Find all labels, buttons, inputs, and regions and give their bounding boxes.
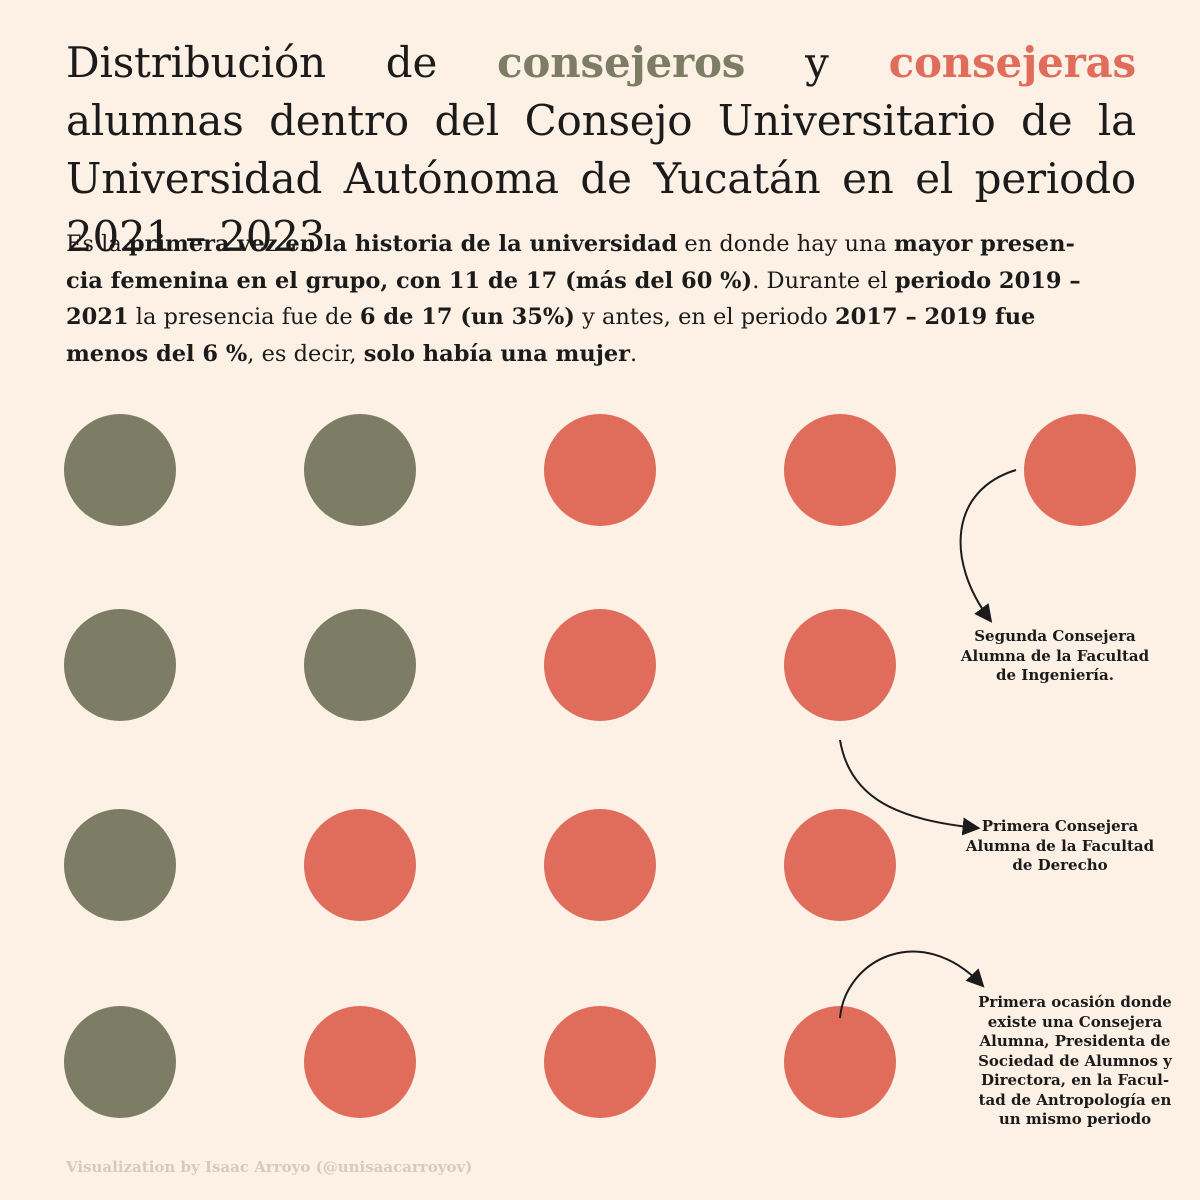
- annotation-arrow-3: [839, 950, 985, 1019]
- intro-bold-5: 2017 – 2019 fue menos del 6 %: [66, 304, 1036, 367]
- consejera-dot: [304, 809, 416, 921]
- consejera-dot: [1024, 414, 1136, 526]
- annotation-note-3: Primera ocasión donde existe una Conseje…: [978, 993, 1172, 1128]
- intro-paragraph: Es la primera vez en la historia de la u…: [66, 226, 1086, 372]
- chart-title: Distribución de consejeros y consejeras …: [66, 34, 1136, 266]
- consejera-dot: [544, 809, 656, 921]
- consejero-dot: [64, 414, 176, 526]
- dots-group: [64, 414, 1136, 1118]
- intro-text-2: en donde hay una: [677, 231, 895, 257]
- intro-text-7: .: [630, 340, 638, 367]
- consejero-dot: [64, 809, 176, 921]
- annotation-arrow-1: [959, 469, 1017, 623]
- consejero-dot: [64, 1006, 176, 1118]
- consejera-dot: [544, 1006, 656, 1118]
- consejera-dot: [304, 1006, 416, 1118]
- consejera-dot: [784, 809, 896, 921]
- consejero-dot: [304, 609, 416, 721]
- title-word-consejeros: consejeros: [497, 38, 746, 87]
- intro-bold-6: solo había una mujer: [363, 340, 631, 367]
- intro-bold-1: primera vez en la historia de la univers…: [128, 231, 678, 257]
- intro-text-3: . Durante el: [752, 267, 895, 294]
- intro-text-1: Es la: [66, 231, 129, 257]
- annotation-note-1: Segunda Consejera Alumna de la Facultad …: [960, 627, 1150, 684]
- title-part-3: alumnas dentro del Consejo Universitario…: [66, 96, 1136, 261]
- intro-text-4: la presencia fue de: [128, 304, 360, 330]
- intro-text-5: y antes, en el periodo: [574, 304, 836, 330]
- consejera-dot: [784, 414, 896, 526]
- annotation-note-2: Primera Consejera Alumna de la Facultad …: [965, 817, 1155, 874]
- consejera-dot: [544, 609, 656, 721]
- title-word-consejeras: consejeras: [888, 38, 1137, 87]
- intro-bold-3: periodo 2019 – 2021: [66, 267, 1081, 331]
- annotation-arrow-2: [839, 739, 981, 836]
- consejera-dot: [784, 1006, 896, 1118]
- intro-bold-2: mayor presen­cia femenina en el grupo, c…: [66, 231, 1075, 294]
- title-part-1: Distribución de: [66, 38, 498, 87]
- consejera-dot: [544, 414, 656, 526]
- title-part-2: y: [745, 38, 889, 87]
- credit-text: Visualization by Isaac Arroyo (@unisaaca…: [66, 1158, 473, 1176]
- intro-text-6: , es decir,: [247, 340, 364, 367]
- intro-bold-4: 6 de 17 (un 35%): [359, 304, 575, 330]
- consejero-dot: [64, 609, 176, 721]
- consejera-dot: [784, 609, 896, 721]
- consejero-dot: [304, 414, 416, 526]
